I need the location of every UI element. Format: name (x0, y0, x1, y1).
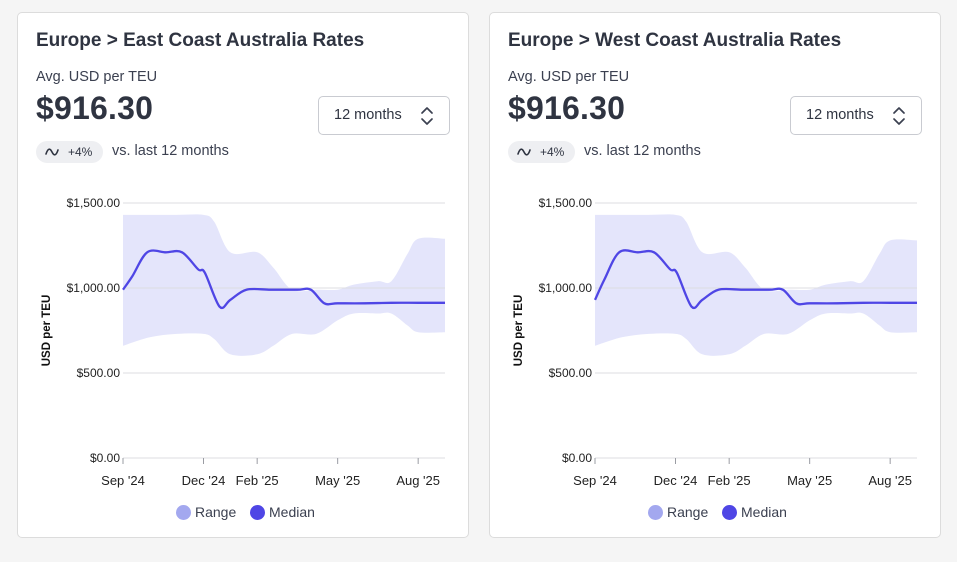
x-tick-label: Sep '24 (573, 473, 617, 488)
median-line (122, 249, 445, 310)
chart-legend: Range Median (18, 503, 470, 523)
change-comparison: vs. last 12 months (584, 143, 701, 159)
y-axis-title: USD per TEU (41, 295, 53, 367)
x-tick-label: Dec '24 (182, 473, 226, 488)
period-select-value: 12 months (806, 107, 874, 123)
period-select[interactable]: 12 months (790, 96, 922, 135)
change-badge: +4% (36, 141, 103, 163)
x-tick-label: May '25 (315, 473, 360, 488)
x-tick-label: May '25 (787, 473, 832, 488)
y-tick-label: $500.00 (77, 366, 121, 380)
y-tick-label: $0.00 (562, 451, 592, 465)
x-tick-label: Dec '24 (654, 473, 698, 488)
average-price: $916.30 (508, 90, 626, 126)
legend-median-label: Median (269, 504, 315, 520)
rates-chart: $0.00 $500.00 $1,000.00 $1,500.00 Sep '24 Dec… (513, 196, 917, 488)
rate-card-east-coast: Europe > East Coast Australia Rates Avg.… (17, 12, 469, 538)
legend-range-swatch (176, 505, 191, 520)
change-badge-value: +4% (68, 145, 93, 159)
y-tick-label: $1,500.00 (67, 196, 121, 210)
median-line (593, 249, 917, 310)
chart-legend: Range Median (490, 503, 942, 523)
wave-icon (517, 148, 531, 156)
x-tick-label: Feb '25 (236, 473, 279, 488)
x-tick-label: Aug '25 (868, 473, 912, 488)
legend-median-label: Median (741, 504, 787, 520)
x-tick-label: Feb '25 (708, 473, 751, 488)
y-axis-title: USD per TEU (513, 295, 525, 367)
y-tick-label: $0.00 (90, 451, 120, 465)
average-price: $916.30 (36, 90, 154, 126)
card-subtitle: Avg. USD per TEU (508, 69, 630, 85)
legend-range-swatch (648, 505, 663, 520)
card-title: Europe > East Coast Australia Rates (36, 30, 365, 51)
rate-card-west-coast: Europe > West Coast Australia Rates Avg.… (489, 12, 941, 538)
wave-icon (45, 148, 59, 156)
y-tick-label: $1,000.00 (539, 281, 593, 295)
y-tick-label: $500.00 (549, 366, 593, 380)
legend-median-swatch (250, 505, 265, 520)
card-title: Europe > West Coast Australia Rates (508, 30, 842, 51)
chevron-up-down-icon (421, 107, 433, 125)
legend-median-swatch (722, 505, 737, 520)
legend-range-label: Range (667, 504, 709, 520)
change-badge-value: +4% (540, 145, 565, 159)
card-subtitle: Avg. USD per TEU (36, 69, 158, 85)
x-tick-label: Aug '25 (396, 473, 440, 488)
legend-range-label: Range (195, 504, 237, 520)
period-select[interactable]: 12 months (318, 96, 450, 135)
range-band (123, 214, 445, 356)
change-comparison: vs. last 12 months (112, 143, 229, 159)
rates-chart: $0.00 $500.00 $1,000.00 $1,500.00 Sep '24 Dec… (41, 196, 445, 488)
y-tick-label: $1,000.00 (67, 281, 121, 295)
chevron-up-down-icon (893, 107, 905, 125)
period-select-value: 12 months (334, 107, 402, 123)
change-badge: +4% (508, 141, 575, 163)
y-tick-label: $1,500.00 (539, 196, 593, 210)
x-tick-label: Sep '24 (101, 473, 145, 488)
range-band (595, 214, 917, 356)
